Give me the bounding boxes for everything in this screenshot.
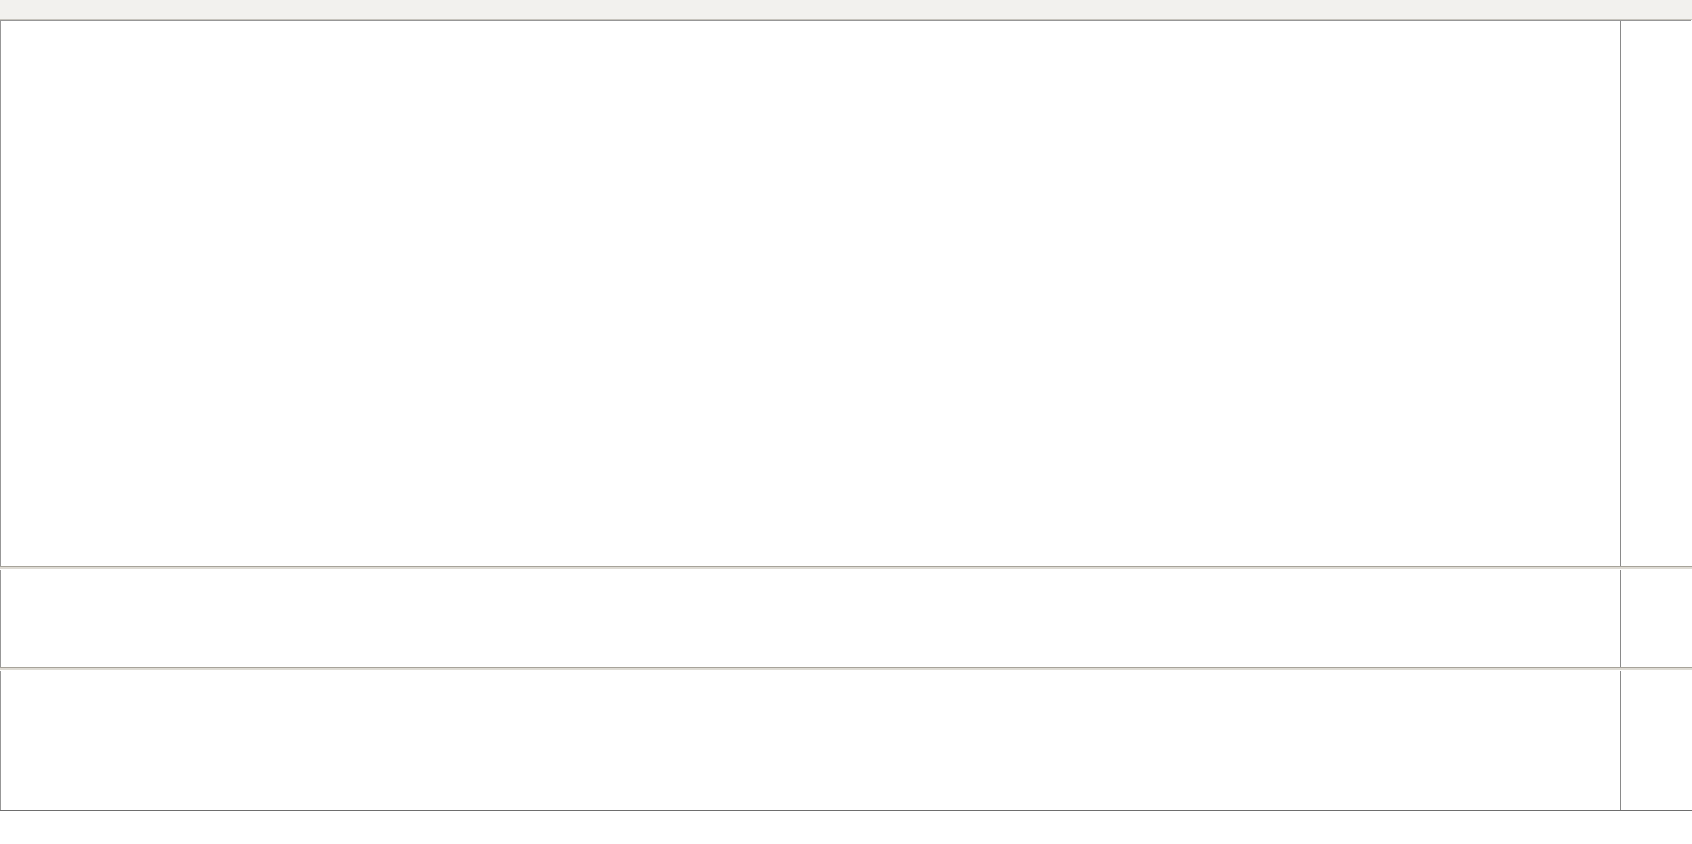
toolbar	[0, 0, 1692, 20]
macd-axis[interactable]	[1620, 570, 1691, 667]
macd-pane[interactable]	[1, 570, 1620, 667]
rsi-axis[interactable]	[1620, 671, 1691, 810]
time-axis[interactable]	[0, 810, 1692, 844]
macd-canvas[interactable]	[1, 570, 1620, 667]
price-chart-canvas[interactable]	[1, 21, 1620, 566]
pane-separator[interactable]	[0, 566, 1692, 570]
pane-separator[interactable]	[0, 667, 1692, 671]
rsi-pane[interactable]	[1, 671, 1620, 810]
rsi-canvas[interactable]	[1, 671, 1620, 810]
price-axis[interactable]	[1620, 21, 1691, 566]
main-chart-pane[interactable]	[1, 21, 1620, 566]
